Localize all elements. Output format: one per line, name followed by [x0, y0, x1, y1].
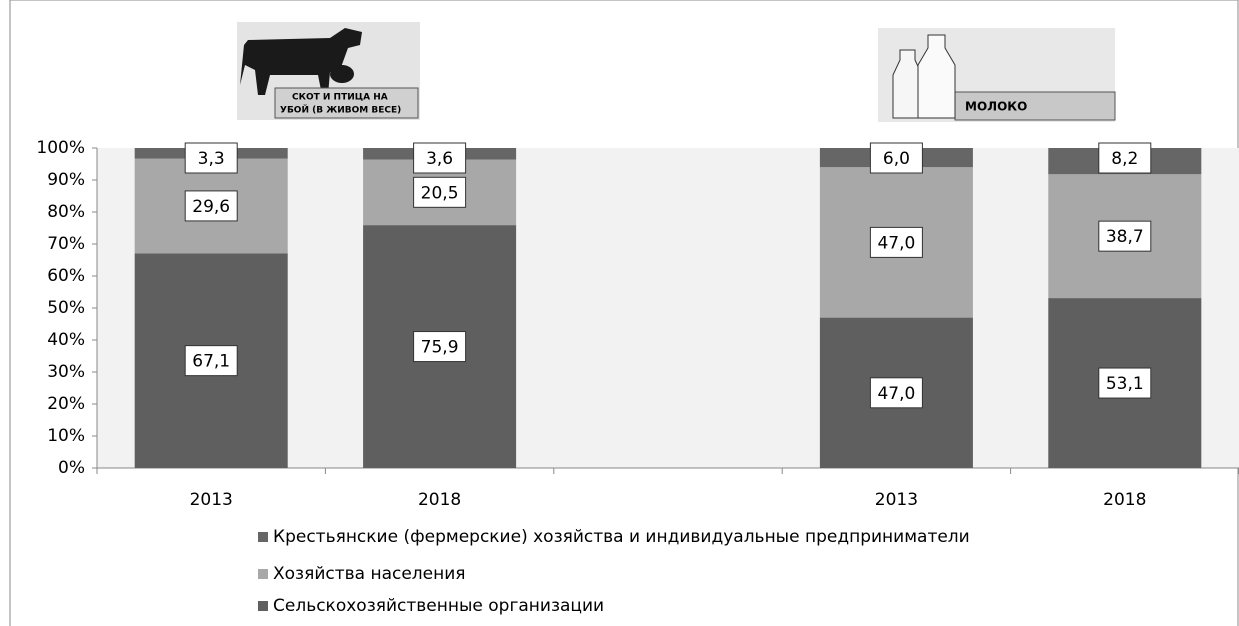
value-label: 29,6: [192, 197, 230, 217]
legend-label: Крестьянские (фермерские) хозяйства и ин…: [273, 527, 970, 547]
y-tick-label: 20%: [47, 394, 85, 414]
value-label-box: [413, 176, 467, 208]
x-tick-label: 2018: [418, 490, 461, 510]
annotation: МОЛОКО: [965, 100, 1027, 114]
value-label-box: [869, 142, 923, 174]
value-label: 20,5: [421, 183, 459, 203]
y-tick-label: 100%: [36, 138, 85, 158]
y-tick-label: 40%: [47, 330, 85, 350]
y-tick-label: 60%: [47, 266, 85, 286]
value-label-box: [184, 142, 238, 174]
milk-picture: МОЛОКО: [878, 28, 1116, 122]
y-tick-label: 90%: [47, 170, 85, 190]
value-label-box: [1098, 220, 1152, 252]
value-label-box: [413, 142, 467, 174]
y-tick-label: 10%: [47, 426, 85, 446]
legend-swatch: [258, 569, 268, 579]
x-tick-label: 2018: [1103, 490, 1146, 510]
x-tick-label: 2013: [875, 490, 918, 510]
y-tick-label: 50%: [47, 298, 85, 318]
value-label-box: [1098, 367, 1152, 399]
annotation: УБОЙ (В ЖИВОМ ВЕСЕ): [280, 104, 401, 116]
legend-swatch: [258, 532, 268, 542]
y-tick-label: 0%: [58, 458, 85, 478]
livestock-picture: СКОТ И ПТИЦА НА УБОЙ (В ЖИВОМ ВЕСЕ): [237, 22, 420, 120]
value-label-box: [184, 345, 238, 377]
y-tick-label: 70%: [47, 234, 85, 254]
value-label: 3,3: [198, 149, 225, 169]
y-tick-label: 80%: [47, 202, 85, 222]
y-tick-label: 30%: [47, 362, 85, 382]
value-label-box: [1098, 142, 1152, 174]
value-label-box: [869, 377, 923, 409]
value-label-box: [869, 226, 923, 258]
value-label: 3,6: [426, 149, 453, 169]
value-label: 47,0: [877, 384, 915, 404]
value-label: 8,2: [1111, 149, 1138, 169]
value-label-box: [184, 190, 238, 222]
value-label: 75,9: [421, 338, 459, 358]
legend-label: Хозяйства населения: [273, 564, 466, 584]
legend-label: Сельскохозяйственные организации: [273, 596, 604, 616]
legend-swatch: [258, 601, 268, 611]
value-label-box: [413, 331, 467, 363]
value-label: 38,7: [1106, 227, 1144, 247]
value-label: 47,0: [877, 233, 915, 253]
value-label: 6,0: [883, 149, 910, 169]
value-label: 53,1: [1106, 374, 1144, 394]
value-label: 67,1: [192, 352, 230, 372]
x-tick-label: 2013: [190, 490, 233, 510]
annotation: СКОТ И ПТИЦА НА: [292, 93, 388, 103]
